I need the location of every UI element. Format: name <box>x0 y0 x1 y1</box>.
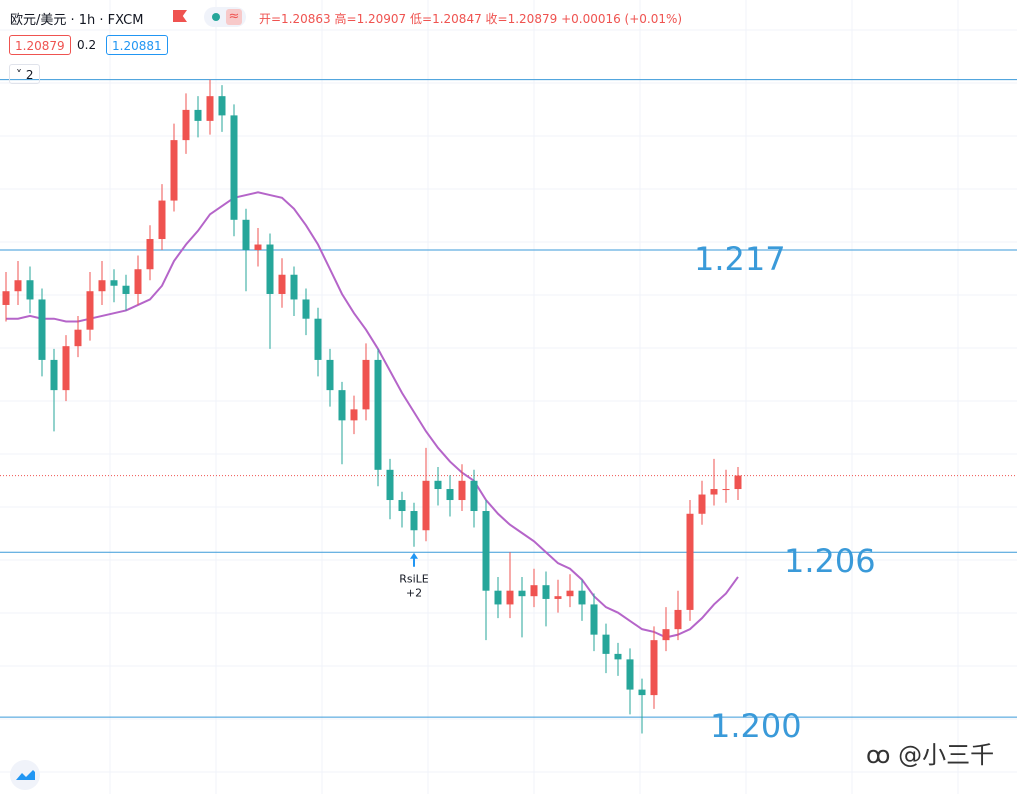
candle-body <box>230 115 238 220</box>
candle-body <box>458 480 466 501</box>
candle-body <box>122 285 130 294</box>
candle-body <box>494 590 502 605</box>
candle-body <box>266 244 274 294</box>
candle-body <box>590 604 598 635</box>
symbol: 欧元/美元 · 1h · FXCM <box>10 13 144 28</box>
candle-body <box>134 269 142 294</box>
candle-body <box>434 480 442 490</box>
candle-body <box>386 469 394 501</box>
candle-body <box>194 109 202 121</box>
change: +0.00016 (+0.01%) <box>561 12 683 26</box>
status-pill[interactable]: ≈ <box>204 7 246 27</box>
candle-body <box>170 140 178 201</box>
watermark: ꝏ @小三千 <box>866 735 994 770</box>
delay-icon: ≈ <box>226 9 242 25</box>
candle-body <box>98 280 106 292</box>
candle-body <box>638 689 646 696</box>
candle-body <box>446 489 454 501</box>
candle-body <box>554 596 562 599</box>
candle-body <box>278 274 286 294</box>
candle-body <box>206 96 214 121</box>
candle-body <box>686 513 694 610</box>
candle-body <box>326 359 334 391</box>
logo[interactable] <box>10 760 40 790</box>
low: 低=1.20847 <box>410 12 482 26</box>
candle-body <box>482 511 490 591</box>
candle-body <box>602 634 610 654</box>
signal-qty: +2 <box>406 587 422 600</box>
candle-body <box>290 274 298 300</box>
candle-body <box>74 329 82 347</box>
signal-label: RsiLE <box>399 573 429 586</box>
candle-body <box>578 590 586 605</box>
watermark-icon: ꝏ <box>866 741 899 769</box>
moving-average <box>6 191 739 639</box>
candle-body <box>710 489 718 495</box>
logo-icon <box>16 770 35 780</box>
candle-body <box>350 409 358 421</box>
close: 收=1.20879 <box>485 12 558 26</box>
candle-body <box>650 640 658 696</box>
logo-shape <box>16 770 35 780</box>
candle-body <box>662 629 670 641</box>
level-label: 1.206 <box>784 542 876 580</box>
watermark-text: @小三千 <box>898 741 995 769</box>
candle-body <box>158 200 166 240</box>
candle-body <box>422 480 430 531</box>
candle-body <box>530 585 538 597</box>
candle-body <box>362 359 370 410</box>
candle-body <box>50 359 58 391</box>
indicator-toggle[interactable]: ˅ 2 <box>9 64 41 84</box>
ask-box[interactable]: 1.20881 <box>106 35 168 55</box>
indicator-count: 2 <box>25 68 34 82</box>
candle-body <box>722 489 730 491</box>
status-dot <box>212 13 220 21</box>
candle-body <box>698 494 706 514</box>
ohlc: 开=1.20863 高=1.20907 低=1.20847 收=1.20879 … <box>259 10 682 27</box>
candle-body <box>338 390 346 421</box>
candle-body <box>242 219 250 251</box>
candle-body <box>506 590 514 605</box>
candle-body <box>614 653 622 660</box>
candle-body <box>182 109 190 141</box>
candle-body <box>146 239 154 270</box>
open: 开=1.20863 <box>259 12 331 26</box>
candle-body <box>62 346 70 391</box>
candle-body <box>302 299 310 319</box>
candle-body <box>86 291 94 330</box>
candle-body <box>674 609 682 630</box>
candle-body <box>254 244 262 251</box>
level-label: 1.217 <box>694 240 786 278</box>
bid-box[interactable]: 1.20879 <box>9 35 71 55</box>
candle-body <box>110 280 118 286</box>
candle-body <box>626 659 634 690</box>
candle-body <box>542 585 550 599</box>
candle-body <box>2 291 10 305</box>
spread: 0.2 <box>77 38 97 52</box>
candle-body <box>314 318 322 360</box>
candle-body <box>470 480 478 512</box>
high: 高=1.20907 <box>334 12 407 26</box>
candle-body <box>410 511 418 531</box>
candle-body <box>566 590 574 597</box>
candle-body <box>26 280 34 300</box>
candle-body <box>734 475 742 490</box>
candle-body <box>14 280 22 292</box>
candle-body <box>518 590 526 597</box>
signal-arrow <box>410 552 418 567</box>
candle-body <box>398 500 406 512</box>
candle-body <box>218 96 226 116</box>
chevron: ˅ <box>16 68 26 82</box>
flag-icon[interactable] <box>173 10 187 22</box>
candle-body <box>374 359 382 470</box>
level-label: 1.200 <box>710 707 802 745</box>
candle-body <box>38 299 46 360</box>
